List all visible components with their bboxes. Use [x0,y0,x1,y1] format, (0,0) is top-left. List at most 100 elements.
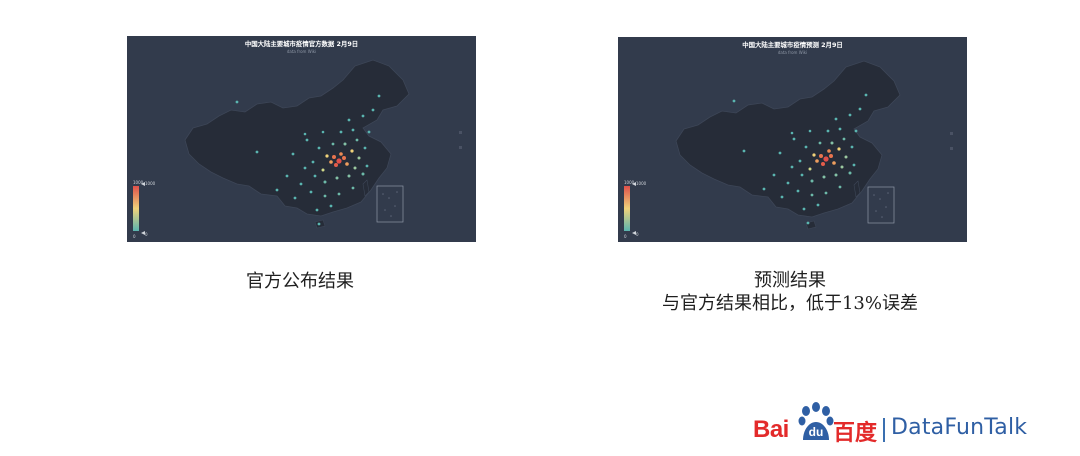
city-marker [742,149,746,153]
legend-handle-max: 1000 [636,181,647,186]
city-marker [351,186,355,190]
city-marker [332,155,336,159]
city-marker [311,160,315,164]
map-panel-official: 中国大陆主要城市疫情官方数据 2月9日 data from Wiki 1000 … [127,36,476,242]
city-marker [822,175,826,179]
city-marker [339,130,343,134]
visual-map-bar[interactable] [624,186,630,231]
datafuntalk-logo-text: DataFunTalk [891,415,1028,440]
city-marker [762,187,766,191]
caption-line: 预测结果 [754,270,826,291]
city-marker [824,191,828,195]
city-marker [357,156,361,160]
legend-handle-max: 1000 [145,181,156,186]
city-marker [317,222,321,226]
map-title: 中国大陆主要城市疫情官方数据 2月9日 [244,40,359,48]
city-marker [732,99,736,103]
city-marker [790,131,794,135]
city-marker [335,176,339,180]
city-marker [336,158,342,164]
side-toolbox[interactable] [459,131,462,149]
city-marker [351,128,355,132]
map-subtitle: data from Wiki [777,50,808,55]
south-sea-inset [376,185,404,223]
city-marker [834,117,838,121]
city-marker [796,189,800,193]
city-marker [323,194,327,198]
city-marker [850,145,854,149]
vmap-handle-bottom[interactable] [632,231,636,235]
city-marker [778,151,782,155]
baidu-paw-icon [798,402,834,440]
city-marker [255,150,259,154]
city-marker [858,107,862,111]
city-marker [321,168,325,172]
city-marker [367,130,371,134]
city-marker [323,180,327,184]
city-marker [815,159,819,163]
city-marker [329,204,333,208]
baidu-logo-text: Bai [753,416,789,443]
city-marker [350,149,354,153]
china-map-predicted [624,60,953,235]
city-marker [827,149,831,153]
city-marker [353,166,357,170]
map-title: 中国大陆主要城市疫情预测 2月9日 [742,41,843,49]
city-marker [347,174,351,178]
map-subtitle: data from Wiki [286,49,317,54]
baidu-du-text: du [808,425,824,439]
south-sea-islands [382,191,398,217]
city-marker [305,138,309,142]
legend-max-label: 1000 [133,180,144,185]
city-marker [291,152,295,156]
city-marker [371,108,375,112]
city-markers [235,94,381,226]
city-marker [830,141,834,145]
city-marker [854,129,858,133]
city-marker [823,156,829,162]
baidu-chinese-name: 百度 [833,421,878,446]
vmap-handle-top[interactable] [141,182,145,186]
city-marker [832,161,836,165]
city-marker [790,165,794,169]
city-marker [365,164,369,168]
city-marker [317,146,321,150]
city-marker [345,162,349,166]
city-marker [361,172,365,176]
city-marker [303,166,307,170]
city-marker [808,167,812,171]
city-marker [235,100,239,104]
legend-min-label: 0 [624,234,627,239]
city-marker [303,132,307,136]
city-marker [315,208,319,212]
south-sea-inset [867,186,895,224]
city-marker [810,179,814,183]
city-marker [337,192,341,196]
side-toolbox[interactable] [950,132,953,150]
city-marker [309,190,313,194]
city-marker [848,171,852,175]
city-marker [844,155,848,159]
city-marker [838,185,842,189]
city-marker [821,162,825,166]
city-marker [840,165,844,169]
south-sea-islands [873,192,889,218]
city-marker [810,193,814,197]
city-marker [826,129,830,133]
legend-max-label: 1000 [624,180,635,185]
city-marker [275,188,279,192]
logo-separator [883,418,885,442]
city-markers [732,93,868,225]
city-marker [342,156,346,160]
visual-map-bar[interactable] [133,186,139,231]
city-marker [834,173,838,177]
city-marker [852,163,856,167]
legend-handle-min: 0 [145,232,148,237]
footer-logo: Bai du 百度 DataFunTalk [753,400,1073,446]
taiwan-island [853,180,861,198]
city-marker [780,195,784,199]
caption-official: 官方公布结果 [200,270,400,293]
vmap-handle-top[interactable] [632,182,636,186]
city-marker [334,163,338,167]
vmap-handle-bottom[interactable] [141,231,145,235]
